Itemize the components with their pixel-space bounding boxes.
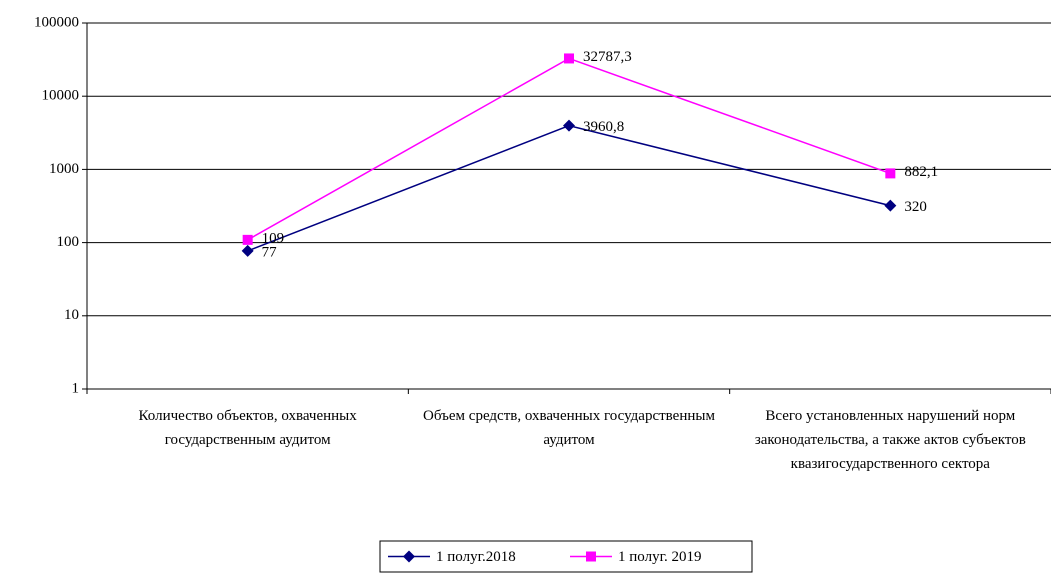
data-label: 320 (904, 199, 927, 215)
data-label: 77 (262, 244, 278, 260)
legend-marker (586, 551, 596, 562)
marker (241, 244, 254, 257)
series-line (247, 124, 891, 252)
x-tick-label: Количество объектов, охваченных государс… (138, 408, 357, 448)
y-tick-label: 10000 (42, 88, 80, 104)
legend-label: 1 полуг. 2019 (618, 549, 702, 565)
legend-marker (403, 550, 415, 563)
y-tick-label: 100 (57, 234, 80, 250)
marker (885, 168, 896, 179)
data-label: 882,1 (904, 164, 938, 180)
y-tick-label: 10 (64, 307, 79, 323)
marker (884, 199, 897, 212)
y-tick-label: 1 (72, 380, 80, 396)
data-label: 109 (262, 230, 285, 246)
y-tick-label: 1000 (49, 161, 79, 177)
data-label: 3960,8 (583, 119, 624, 135)
legend-label: 1 полуг.2018 (436, 549, 516, 565)
x-tick-label: Всего установленных нарушений норм закон… (754, 408, 1026, 472)
marker (564, 53, 574, 64)
y-tick-label: 100000 (34, 14, 79, 30)
legend-box (379, 540, 753, 573)
marker (242, 234, 253, 245)
marker (563, 119, 575, 132)
x-tick-label: Объем средств, охваченных государственны… (423, 408, 715, 448)
legend: 1 полуг.2018 1 полуг. 2019 (379, 540, 753, 573)
data-label: 32787,3 (583, 49, 632, 65)
